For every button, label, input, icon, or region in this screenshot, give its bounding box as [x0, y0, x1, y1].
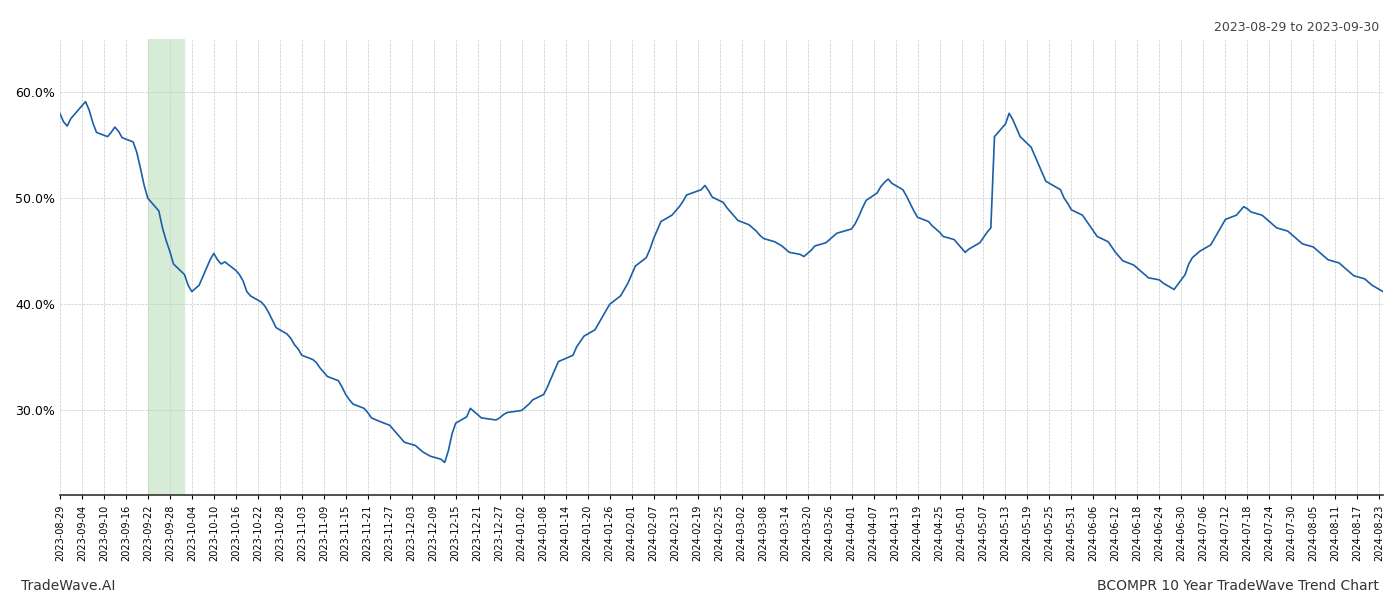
- Text: BCOMPR 10 Year TradeWave Trend Chart: BCOMPR 10 Year TradeWave Trend Chart: [1098, 579, 1379, 593]
- Bar: [148, 39, 185, 496]
- Text: TradeWave.AI: TradeWave.AI: [21, 579, 115, 593]
- Text: 2023-08-29 to 2023-09-30: 2023-08-29 to 2023-09-30: [1214, 21, 1379, 34]
